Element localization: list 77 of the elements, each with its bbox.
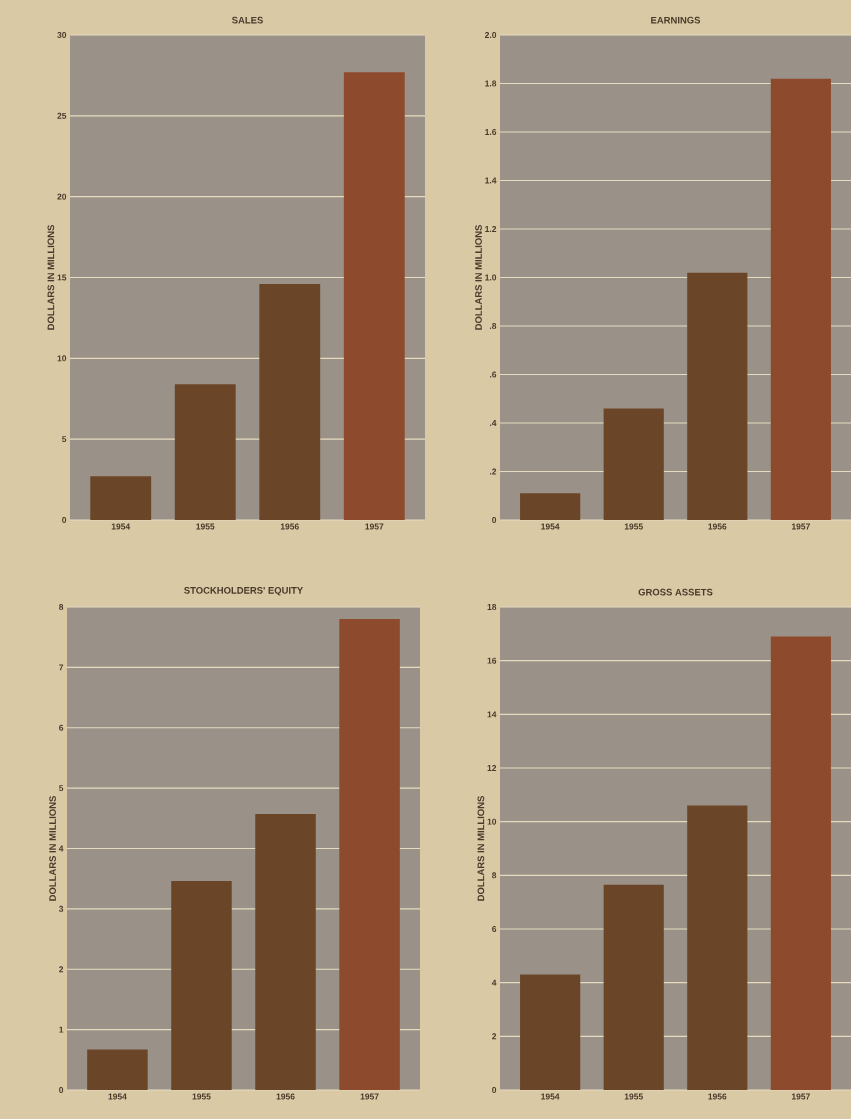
y-tick-label: 2.0 (485, 32, 497, 38)
y-tick-label: 5 (59, 785, 64, 792)
bar (259, 283, 321, 520)
x-tick-label: 1957 (792, 1093, 811, 1100)
y-tick-label: 0 (62, 517, 67, 523)
x-tick-label: 1954 (541, 523, 560, 530)
y-axis-title: DOLLARS IN MILLIONS (49, 796, 57, 901)
y-tick-label: 0 (492, 517, 497, 523)
y-tick-label: 10 (57, 355, 67, 362)
y-tick-label: 1.6 (485, 129, 497, 135)
y-tick-label: 1.0 (485, 274, 497, 281)
y-tick-label: 30 (57, 31, 67, 38)
x-tick-label: 1954 (112, 523, 131, 530)
x-tick-label: 1954 (108, 1093, 128, 1100)
bar (255, 814, 316, 1090)
bar (90, 476, 152, 520)
y-tick-label: 1 (59, 1026, 64, 1033)
bar (175, 384, 236, 520)
y-tick-label: 6 (59, 724, 64, 731)
y-tick-label: 7 (59, 664, 64, 671)
y-tick-label: 2 (59, 966, 64, 973)
y-tick-label: 0 (492, 1087, 497, 1093)
chart-title: GROSS ASSETS (638, 588, 713, 596)
x-tick-label: 1956 (708, 1093, 727, 1100)
bar (520, 974, 581, 1090)
chart-title: SALES (232, 16, 264, 24)
y-axis-title: DOLLARS IN MILLIONS (477, 796, 485, 901)
chart-title: STOCKHOLDERS' EQUITY (184, 587, 304, 596)
bar (603, 884, 664, 1090)
bar (344, 72, 405, 520)
y-tick-label: .4 (490, 420, 497, 426)
bar (687, 272, 748, 520)
y-tick-label: 12 (487, 765, 497, 771)
y-axis-title: DOLLARS IN MILLIONS (47, 225, 55, 330)
x-tick-label: 1955 (196, 523, 215, 530)
y-tick-label: 8 (492, 872, 497, 879)
x-tick-label: 1955 (625, 523, 644, 530)
y-tick-label: 1.4 (485, 177, 497, 184)
y-tick-label: 4 (492, 979, 497, 986)
y-tick-label: 8 (59, 604, 64, 610)
x-tick-label: 1957 (365, 523, 384, 530)
y-tick-label: .6 (490, 371, 497, 378)
y-tick-label: .2 (490, 468, 497, 475)
x-tick-label: 1955 (625, 1093, 644, 1100)
y-tick-label: 16 (487, 657, 497, 664)
bar (770, 636, 832, 1090)
y-tick-label: 14 (487, 711, 497, 718)
x-tick-label: 1955 (192, 1093, 211, 1100)
x-tick-label: 1956 (276, 1093, 295, 1100)
bar (603, 408, 665, 520)
y-tick-label: 6 (492, 926, 497, 932)
x-tick-label: 1956 (708, 523, 727, 530)
y-tick-label: 2 (492, 1033, 497, 1040)
bar (687, 805, 748, 1090)
bar (770, 78, 832, 520)
x-tick-label: 1957 (360, 1093, 379, 1100)
bar (339, 619, 401, 1090)
bar (171, 881, 232, 1090)
y-tick-label: 18 (487, 604, 497, 610)
x-tick-label: 1957 (792, 523, 811, 530)
y-tick-label: 20 (57, 193, 67, 200)
y-tick-label: 0 (59, 1087, 64, 1093)
bar (520, 493, 581, 520)
y-tick-label: 1.2 (485, 226, 497, 232)
y-tick-label: 4 (59, 845, 64, 852)
y-tick-label: .8 (490, 323, 497, 329)
x-tick-label: 1956 (281, 523, 300, 530)
chart-title: EARNINGS (651, 16, 701, 24)
y-tick-label: 3 (59, 905, 64, 912)
bar (87, 1049, 148, 1090)
y-tick-label: 1.8 (485, 80, 497, 87)
y-tick-label: 15 (57, 274, 67, 281)
x-tick-label: 1954 (541, 1093, 560, 1100)
y-tick-label: 25 (57, 112, 67, 119)
y-tick-label: 5 (62, 436, 67, 443)
y-axis-title: DOLLARS IN MILLIONS (475, 225, 483, 330)
y-tick-label: 10 (487, 818, 497, 825)
